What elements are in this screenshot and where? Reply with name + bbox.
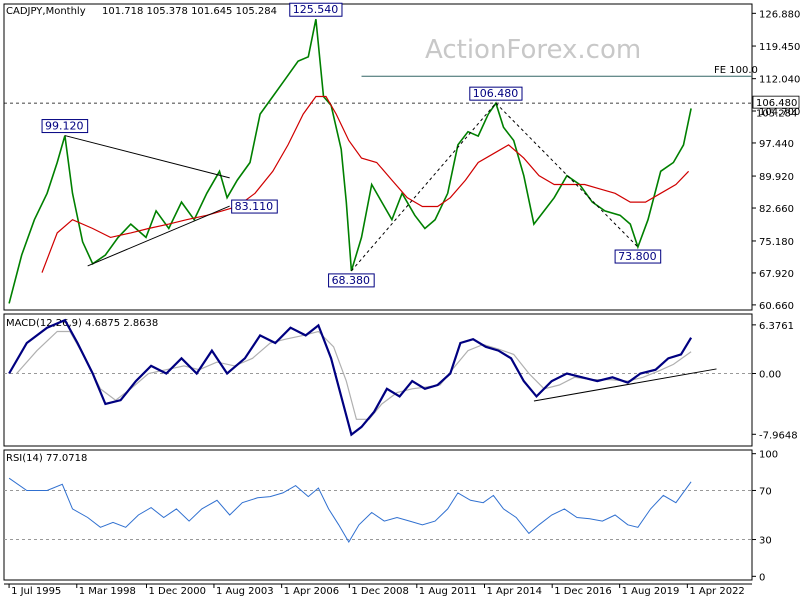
rsi-header: RSI(14) 77.0718 — [6, 453, 87, 464]
price-header-symbol: CADJPY,Monthly — [6, 6, 86, 17]
moving-average-series — [41, 95, 690, 273]
macd-trendline — [533, 368, 717, 402]
price-trendline — [64, 135, 230, 179]
rsi-y-tick-label: 70 — [759, 486, 772, 497]
price-trendline — [87, 205, 230, 267]
x-tick-label: 1 Apr 2006 — [284, 586, 339, 597]
rsi-y-tick-label: 100 — [759, 450, 778, 461]
level-label: 106.480 — [473, 87, 518, 100]
price-trendline — [495, 102, 639, 248]
rsi-series-group — [8, 477, 692, 543]
x-tick-label: 1 Dec 2000 — [149, 586, 207, 597]
x-tick-label: 1 Aug 2019 — [622, 586, 680, 597]
price-panel: CADJPY,Monthly 101.718 105.378 101.645 1… — [4, 2, 800, 312]
level-label: 99.120 — [45, 120, 84, 133]
rsi-series — [8, 477, 692, 543]
price-y-tick-label: 119.450 — [759, 42, 800, 53]
macd-frame — [3, 313, 753, 447]
macd-y-tick-label: 0.00 — [759, 370, 781, 381]
level-tag: 106.480 — [756, 98, 797, 109]
level-tag-box — [752, 95, 800, 109]
price-y-tick-label: 112.040 — [759, 75, 800, 86]
price-trendline — [350, 102, 497, 272]
level-label: 73.800 — [618, 250, 657, 263]
x-tick-label: 1 Apr 2014 — [486, 586, 541, 597]
panel-frames — [3, 3, 753, 585]
level-label-box — [469, 86, 523, 101]
x-tick-label: 1 Dec 2008 — [351, 586, 409, 597]
x-tick-label: 1 Jul 1995 — [11, 586, 61, 597]
level-label-box — [231, 199, 278, 214]
watermark: ActionForex.com — [425, 35, 641, 65]
price-y-tick-label: 97.440 — [759, 139, 794, 150]
price-y-tick-label: 67.920 — [759, 269, 794, 280]
price-y-tick-label: 60.660 — [759, 301, 794, 312]
macd-y-tick-label: 6.3761 — [759, 321, 794, 332]
price-y-tick-label: 82.660 — [759, 204, 794, 215]
level-label: 125.540 — [293, 3, 339, 16]
rsi-panel: RSI(14) 77.0718 100 70 30 0 — [6, 450, 778, 584]
macd-series-group — [8, 318, 717, 437]
price-y-tick-label: 104.700 — [759, 107, 800, 118]
rsi-y-tick-label: 30 — [759, 536, 772, 547]
fe-100-label: FE 100.0 — [714, 65, 758, 76]
current-price-tag: 105.284 — [756, 108, 797, 119]
macd-header: MACD(12,26,9) 4.6875 2.8638 — [6, 318, 158, 329]
level-label: 68.380 — [332, 274, 371, 287]
rsi-frame — [3, 449, 753, 581]
price-y-tick-label: 75.180 — [759, 237, 794, 248]
x-tick-label: 1 Dec 2016 — [554, 586, 612, 597]
rsi-y-tick-label: 0 — [759, 572, 765, 583]
macd-y-axis: 6.3761 0.00 -7.9648 — [752, 321, 798, 441]
x-tick-label: 1 Apr 2022 — [689, 586, 744, 597]
level-label-box — [289, 2, 343, 17]
price-y-tick-label: 126.880 — [759, 9, 800, 20]
x-tick-label: 1 Aug 2011 — [419, 586, 477, 597]
rsi-y-axis: 100 70 30 0 — [752, 450, 778, 583]
price-series-group: FE 100.0 — [4, 19, 758, 304]
macd-y-tick-label: -7.9648 — [759, 430, 798, 441]
price-y-tick-label: 89.920 — [759, 172, 794, 183]
macd-signal-series — [16, 330, 692, 420]
level-label-box — [328, 273, 375, 288]
x-tick-label: 1 Mar 1998 — [79, 586, 136, 597]
price-annotations: 99.120 125.540 83.110 68.380 106.480 73.800 10… — [41, 2, 800, 288]
price-frame — [3, 3, 753, 311]
level-label: 83.110 — [235, 200, 273, 213]
x-tick-label: 1 Aug 2003 — [216, 586, 274, 597]
grid-lines — [4, 373, 752, 541]
x-axis: 1 Jul 1995 1 Mar 1998 1 Dec 2000 1 Aug 2003… — [8, 584, 745, 597]
price-y-axis: 60.660 67.920 75.180 82.660 89.920 97.440 104.… — [752, 9, 800, 312]
level-label-box — [614, 249, 662, 264]
price-header-ohlc: 101.718 105.378 101.645 105.284 — [102, 6, 277, 17]
macd-series — [8, 318, 693, 437]
level-label-box — [41, 119, 89, 134]
macd-panel: MACD(12,26,9) 4.6875 2.8638 6.3761 0.00 -7… — [6, 318, 798, 441]
